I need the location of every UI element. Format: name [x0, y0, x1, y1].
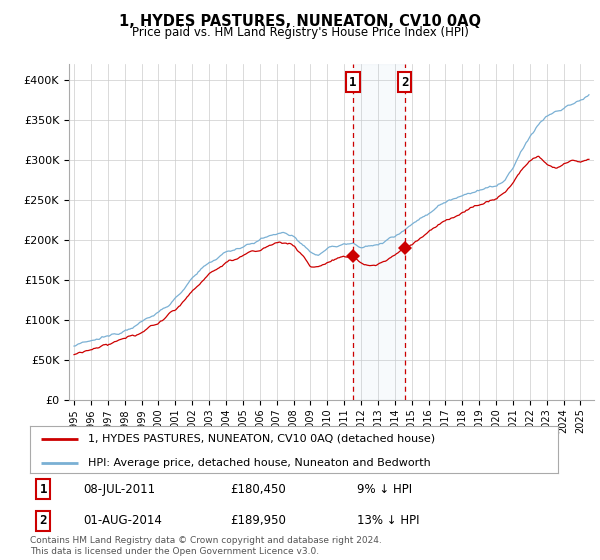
- Bar: [353, 64, 404, 400]
- Text: £189,950: £189,950: [230, 514, 287, 528]
- Text: 2: 2: [401, 76, 409, 88]
- Text: 13% ↓ HPI: 13% ↓ HPI: [358, 514, 420, 528]
- Text: 01-AUG-2014: 01-AUG-2014: [83, 514, 161, 528]
- Text: Price paid vs. HM Land Registry's House Price Index (HPI): Price paid vs. HM Land Registry's House …: [131, 26, 469, 39]
- Text: 1, HYDES PASTURES, NUNEATON, CV10 0AQ: 1, HYDES PASTURES, NUNEATON, CV10 0AQ: [119, 14, 481, 29]
- Text: 1, HYDES PASTURES, NUNEATON, CV10 0AQ (detached house): 1, HYDES PASTURES, NUNEATON, CV10 0AQ (d…: [88, 434, 435, 444]
- Text: 1: 1: [349, 76, 356, 88]
- Text: 08-JUL-2011: 08-JUL-2011: [83, 483, 155, 496]
- Text: Contains HM Land Registry data © Crown copyright and database right 2024.
This d: Contains HM Land Registry data © Crown c…: [30, 536, 382, 556]
- Text: 9% ↓ HPI: 9% ↓ HPI: [358, 483, 412, 496]
- Text: 2: 2: [40, 514, 47, 528]
- Text: 1: 1: [40, 483, 47, 496]
- Text: £180,450: £180,450: [230, 483, 286, 496]
- Text: HPI: Average price, detached house, Nuneaton and Bedworth: HPI: Average price, detached house, Nune…: [88, 458, 431, 468]
